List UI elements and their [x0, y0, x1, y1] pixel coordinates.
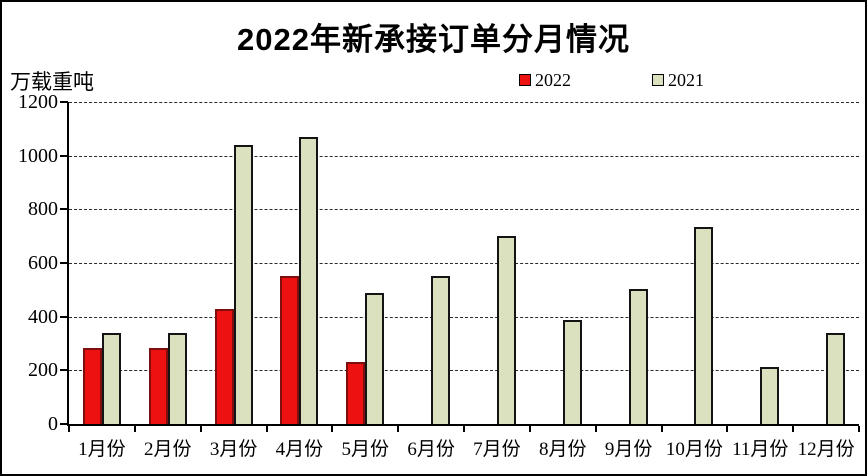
bar-2021-7月份: [496, 235, 516, 424]
x-axis-tick-12: [858, 426, 860, 432]
y-axis-tick-1000: [60, 154, 68, 157]
legend-label-2021: 2021: [668, 70, 704, 90]
gridline-400: [69, 316, 859, 318]
legend-item-2021: 2021: [652, 71, 704, 89]
legend: 2022 2021: [2, 71, 865, 91]
bar-2021-4月份: [299, 136, 319, 424]
x-axis-tick-6: [463, 426, 465, 432]
x-axis-label-10月份: 10月份: [665, 439, 723, 460]
bar-2021-1月份: [101, 333, 121, 424]
x-axis-tick-10: [726, 426, 729, 432]
x-axis-tick-2: [199, 426, 202, 432]
x-axis-label-4月份: 4月份: [275, 439, 324, 460]
y-axis-tick-600: [60, 262, 68, 264]
x-axis-tick-4: [331, 426, 334, 432]
bar-2022-4月份: [280, 276, 300, 424]
bar-2022-1月份: [82, 347, 102, 424]
legend-item-2022: 2022: [519, 71, 571, 89]
x-axis-tick-5: [397, 426, 400, 432]
gridline-600: [69, 263, 859, 264]
y-axis-label-400: 400: [28, 305, 58, 328]
bar-2021-5月份: [365, 293, 385, 424]
x-axis-tick-7: [528, 426, 531, 432]
bar-2021-6月份: [431, 276, 451, 424]
gridline-800: [69, 209, 859, 211]
chart-title: 2022年新承接订单分月情况: [237, 22, 630, 57]
bar-2021-11月份: [760, 366, 780, 424]
x-axis-label-6月份: 6月份: [407, 439, 455, 460]
bar-2021-2月份: [167, 333, 187, 424]
x-axis-tick-0: [68, 426, 70, 432]
y-axis-label-200: 200: [28, 359, 58, 382]
x-axis-label-7月份: 7月份: [473, 439, 521, 460]
bar-2022-3月份: [214, 308, 234, 424]
y-axis-tick-200: [60, 369, 68, 372]
legend-label-2022: 2022: [535, 70, 571, 90]
x-axis-tick-1: [133, 426, 136, 432]
y-axis-label-800: 800: [28, 198, 58, 221]
bar-2022-5月份: [346, 361, 366, 424]
y-axis-tick-800: [60, 208, 68, 211]
y-axis-label-0: 0: [48, 413, 58, 435]
x-axis-label-3月份: 3月份: [209, 439, 258, 460]
x-axis-tick-8: [594, 426, 597, 432]
bar-2021-8月份: [562, 320, 582, 424]
bar-2022-2月份: [148, 347, 168, 424]
x-axis-label-11月份: 11月份: [732, 439, 789, 460]
y-axis-unit-label: 万载重吨: [10, 71, 94, 94]
x-axis-label-8月份: 8月份: [538, 439, 587, 460]
plot-area: [67, 102, 859, 426]
x-axis-label-12月份: 12月份: [797, 439, 855, 460]
y-axis-tick-1200: [60, 101, 68, 103]
y-axis-tick-0: [60, 423, 68, 425]
legend-swatch-2022-icon: [519, 74, 531, 86]
bar-2021-10月份: [694, 227, 714, 424]
x-axis-tick-11: [792, 426, 795, 432]
x-axis-label-2月份: 2月份: [143, 439, 192, 460]
x-axis-label-5月份: 5月份: [341, 439, 389, 460]
y-axis-label-1000: 1000: [18, 144, 58, 167]
x-axis-label-1月份: 1月份: [78, 439, 126, 460]
x-axis-label-9月份: 9月份: [604, 439, 653, 460]
bar-2021-3月份: [233, 144, 253, 424]
bar-2021-12月份: [826, 332, 846, 424]
y-axis-label-1200: 1200: [18, 91, 58, 113]
y-axis-label-600: 600: [28, 252, 58, 274]
gridline-1200: [69, 102, 859, 103]
x-axis-tick-3: [265, 426, 268, 432]
bar-2021-9月份: [628, 289, 648, 424]
gridline-200: [69, 370, 859, 372]
x-axis-tick-9: [660, 426, 663, 432]
legend-swatch-2021-icon: [652, 74, 664, 86]
gridline-1000: [69, 155, 859, 157]
y-axis-tick-400: [60, 315, 68, 318]
